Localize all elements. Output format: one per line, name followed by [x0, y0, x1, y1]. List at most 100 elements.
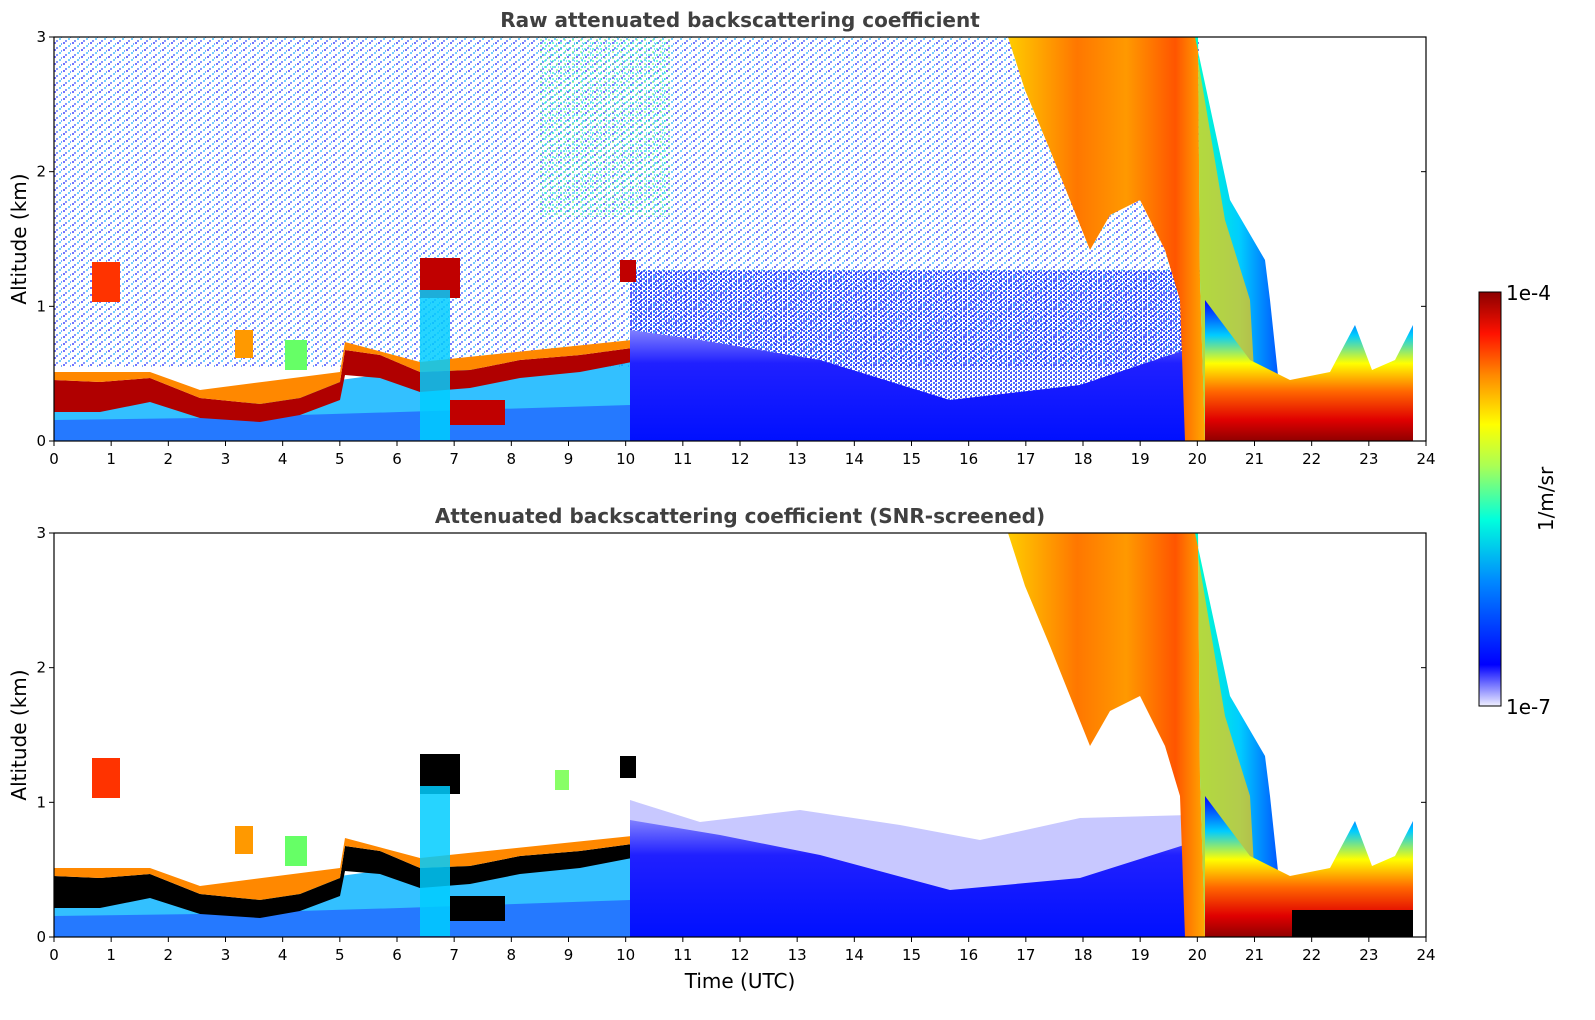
panel-screened-ytick-label: 2 — [36, 659, 46, 677]
panel-raw-xtick-label: 21 — [1245, 450, 1264, 468]
panel-raw-xtick-label: 19 — [1131, 450, 1150, 468]
panel-raw-ylabel: Altitude (km) — [7, 173, 31, 304]
panel-raw-xtick-label: 5 — [335, 450, 345, 468]
panel-screened-ytick-label: 3 — [36, 524, 46, 542]
panel-screened-xtick-label: 4 — [278, 946, 288, 964]
panel-screened-xtick-label: 11 — [673, 946, 692, 964]
panel-screened-y-axis: 0 1 2 3 — [36, 524, 1426, 946]
panel-screened-x-axis: 0 1 2 3 4 5 6 7 8 9 10 11 12 13 14 15 16 17 18 19 20 21 22 23 24 — [49, 937, 1436, 964]
panel-raw-xtick-label: 24 — [1416, 450, 1435, 468]
cloud-elevated-4b — [235, 826, 253, 854]
panel-screened-xtick-label: 22 — [1302, 946, 1321, 964]
aerosol-afternoon — [630, 330, 1200, 441]
panel-screened-heatmap — [54, 533, 1413, 937]
cloud-elevated-6b — [555, 770, 569, 790]
panel-raw-xtick-label: 9 — [564, 450, 574, 468]
panel-raw-y-axis: 0 1 2 3 — [36, 28, 1426, 450]
panel-raw-ytick-label: 3 — [36, 28, 46, 46]
aerosol-afternoon-2 — [630, 820, 1200, 937]
panel-raw-heatmap — [54, 37, 1413, 441]
panel-raw-xtick-label: 0 — [49, 450, 59, 468]
panel-raw-xtick-label: 6 — [392, 450, 402, 468]
panel-raw-xtick-label: 23 — [1359, 450, 1378, 468]
fog-saturated — [1292, 910, 1413, 937]
cloud-elevated-3 — [620, 260, 636, 282]
panel-raw-xtick-label: 3 — [221, 450, 231, 468]
panel-screened-xtick-label: 17 — [1016, 946, 1035, 964]
cloud-elevated-1b — [92, 758, 120, 798]
panel-raw-xtick-label: 7 — [449, 450, 459, 468]
precip-core — [1008, 37, 1205, 441]
precip-core-2 — [1008, 533, 1205, 937]
panel-raw-title: Raw attenuated backscattering coefficien… — [500, 8, 980, 32]
colorbar: 1e-4 1e-7 1/m/sr — [1478, 281, 1558, 719]
panel-screened-xtick-label: 20 — [1188, 946, 1207, 964]
panel-screened-xtick-label: 3 — [221, 946, 231, 964]
panel-screened-xlabel: Time (UTC) — [684, 969, 796, 993]
panel-screened-xtick-label: 14 — [845, 946, 864, 964]
panel-raw-xtick-label: 8 — [507, 450, 517, 468]
panel-raw-xtick-label: 2 — [164, 450, 174, 468]
noise-aloft-green — [540, 37, 670, 217]
panel-raw-x-axis: 0 1 2 3 4 5 6 7 8 9 10 11 12 13 14 15 16 17 18 19 20 21 22 23 24 — [49, 441, 1436, 468]
panel-raw-ytick-label: 2 — [36, 163, 46, 181]
panel-screened-ylabel: Altitude (km) — [7, 669, 31, 800]
panel-raw-xtick-label: 20 — [1188, 450, 1207, 468]
panel-screened: Attenuated backscattering coefficient (S… — [7, 504, 1436, 993]
colorbar-max-label: 1e-4 — [1506, 281, 1551, 305]
cloud-elevated-3b — [620, 756, 636, 778]
panel-screened-xtick-label: 9 — [564, 946, 574, 964]
panel-screened-xtick-label: 15 — [902, 946, 921, 964]
panel-screened-xtick-label: 8 — [507, 946, 517, 964]
panel-screened-xtick-label: 7 — [449, 946, 459, 964]
cloud-elevated-4 — [235, 330, 253, 358]
panel-screened-xtick-label: 0 — [49, 946, 59, 964]
colorbar-unit-label: 1/m/sr — [1534, 466, 1558, 531]
panel-screened-xtick-label: 13 — [788, 946, 807, 964]
panel-raw-xtick-label: 13 — [788, 450, 807, 468]
panel-screened-xtick-label: 5 — [335, 946, 345, 964]
panel-raw-xtick-label: 15 — [902, 450, 921, 468]
aerosol-top-edge — [54, 340, 632, 404]
panel-screened-ytick-label: 1 — [36, 793, 46, 811]
panel-raw-xtick-label: 12 — [730, 450, 749, 468]
panel-screened-xtick-label: 2 — [164, 946, 174, 964]
panel-raw-xtick-label: 16 — [959, 450, 978, 468]
panel-screened-title: Attenuated backscattering coefficient (S… — [435, 504, 1045, 528]
panel-screened-xtick-label: 21 — [1245, 946, 1264, 964]
panel-raw-ytick-label: 0 — [36, 432, 46, 450]
cloud-low-b — [450, 896, 505, 921]
colorbar-min-label: 1e-7 — [1506, 695, 1551, 719]
panel-screened-xtick-label: 23 — [1359, 946, 1378, 964]
cloud-elevated-5 — [285, 340, 307, 370]
fog-layer-2 — [1205, 796, 1413, 937]
cloud-low — [450, 400, 505, 425]
panel-raw-xtick-label: 17 — [1016, 450, 1035, 468]
cloud-column-b — [420, 786, 450, 936]
panel-screened-xtick-label: 24 — [1416, 946, 1435, 964]
panel-screened-ytick-label: 0 — [36, 928, 46, 946]
panel-raw-xtick-label: 18 — [1073, 450, 1092, 468]
panel-screened-xtick-label: 12 — [730, 946, 749, 964]
panel-raw: Raw attenuated backscattering coefficien… — [7, 8, 1436, 468]
panel-raw-xtick-label: 14 — [845, 450, 864, 468]
panel-screened-xtick-label: 16 — [959, 946, 978, 964]
panel-screened-xtick-label: 1 — [106, 946, 116, 964]
panel-screened-xtick-label: 19 — [1131, 946, 1150, 964]
fog-layer — [1205, 300, 1413, 441]
panel-raw-xtick-label: 4 — [278, 450, 288, 468]
colorbar-gradient — [1478, 291, 1502, 707]
cloud-elevated-5b — [285, 836, 307, 866]
panel-raw-xtick-label: 10 — [616, 450, 635, 468]
panel-raw-ytick-label: 1 — [36, 297, 46, 315]
panel-raw-xtick-label: 22 — [1302, 450, 1321, 468]
cloud-column — [420, 290, 450, 440]
aerosol-top-edge-2 — [54, 836, 632, 900]
panel-raw-xtick-label: 11 — [673, 450, 692, 468]
panel-screened-xtick-label: 6 — [392, 946, 402, 964]
panel-screened-xtick-label: 18 — [1073, 946, 1092, 964]
panel-raw-xtick-label: 1 — [106, 450, 116, 468]
cloud-elevated-1 — [92, 262, 120, 302]
panel-screened-xtick-label: 10 — [616, 946, 635, 964]
